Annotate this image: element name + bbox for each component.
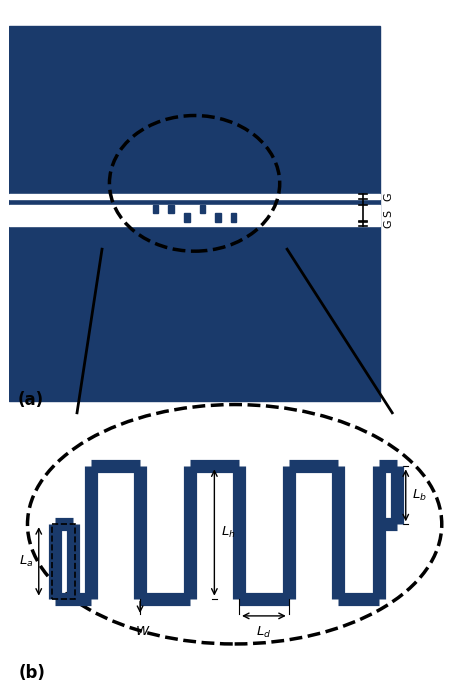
Bar — [200, 204, 205, 213]
Text: $L_b$: $L_b$ — [412, 488, 428, 503]
Text: $L_h$: $L_h$ — [221, 525, 236, 540]
Text: $L_d$: $L_d$ — [256, 625, 272, 640]
Text: (a): (a) — [17, 391, 44, 409]
Text: G: G — [383, 193, 393, 201]
Bar — [52, 524, 75, 599]
Bar — [215, 213, 221, 222]
Bar — [231, 213, 236, 222]
Text: $W$: $W$ — [135, 625, 150, 638]
Bar — [184, 213, 190, 222]
Text: S: S — [383, 210, 393, 217]
Bar — [9, 194, 380, 200]
Bar — [9, 204, 380, 222]
Bar — [9, 221, 380, 226]
Bar — [153, 204, 158, 213]
Bar — [168, 204, 174, 213]
Text: (b): (b) — [18, 664, 46, 682]
Text: G: G — [383, 219, 393, 228]
Text: $L_a$: $L_a$ — [19, 554, 33, 569]
